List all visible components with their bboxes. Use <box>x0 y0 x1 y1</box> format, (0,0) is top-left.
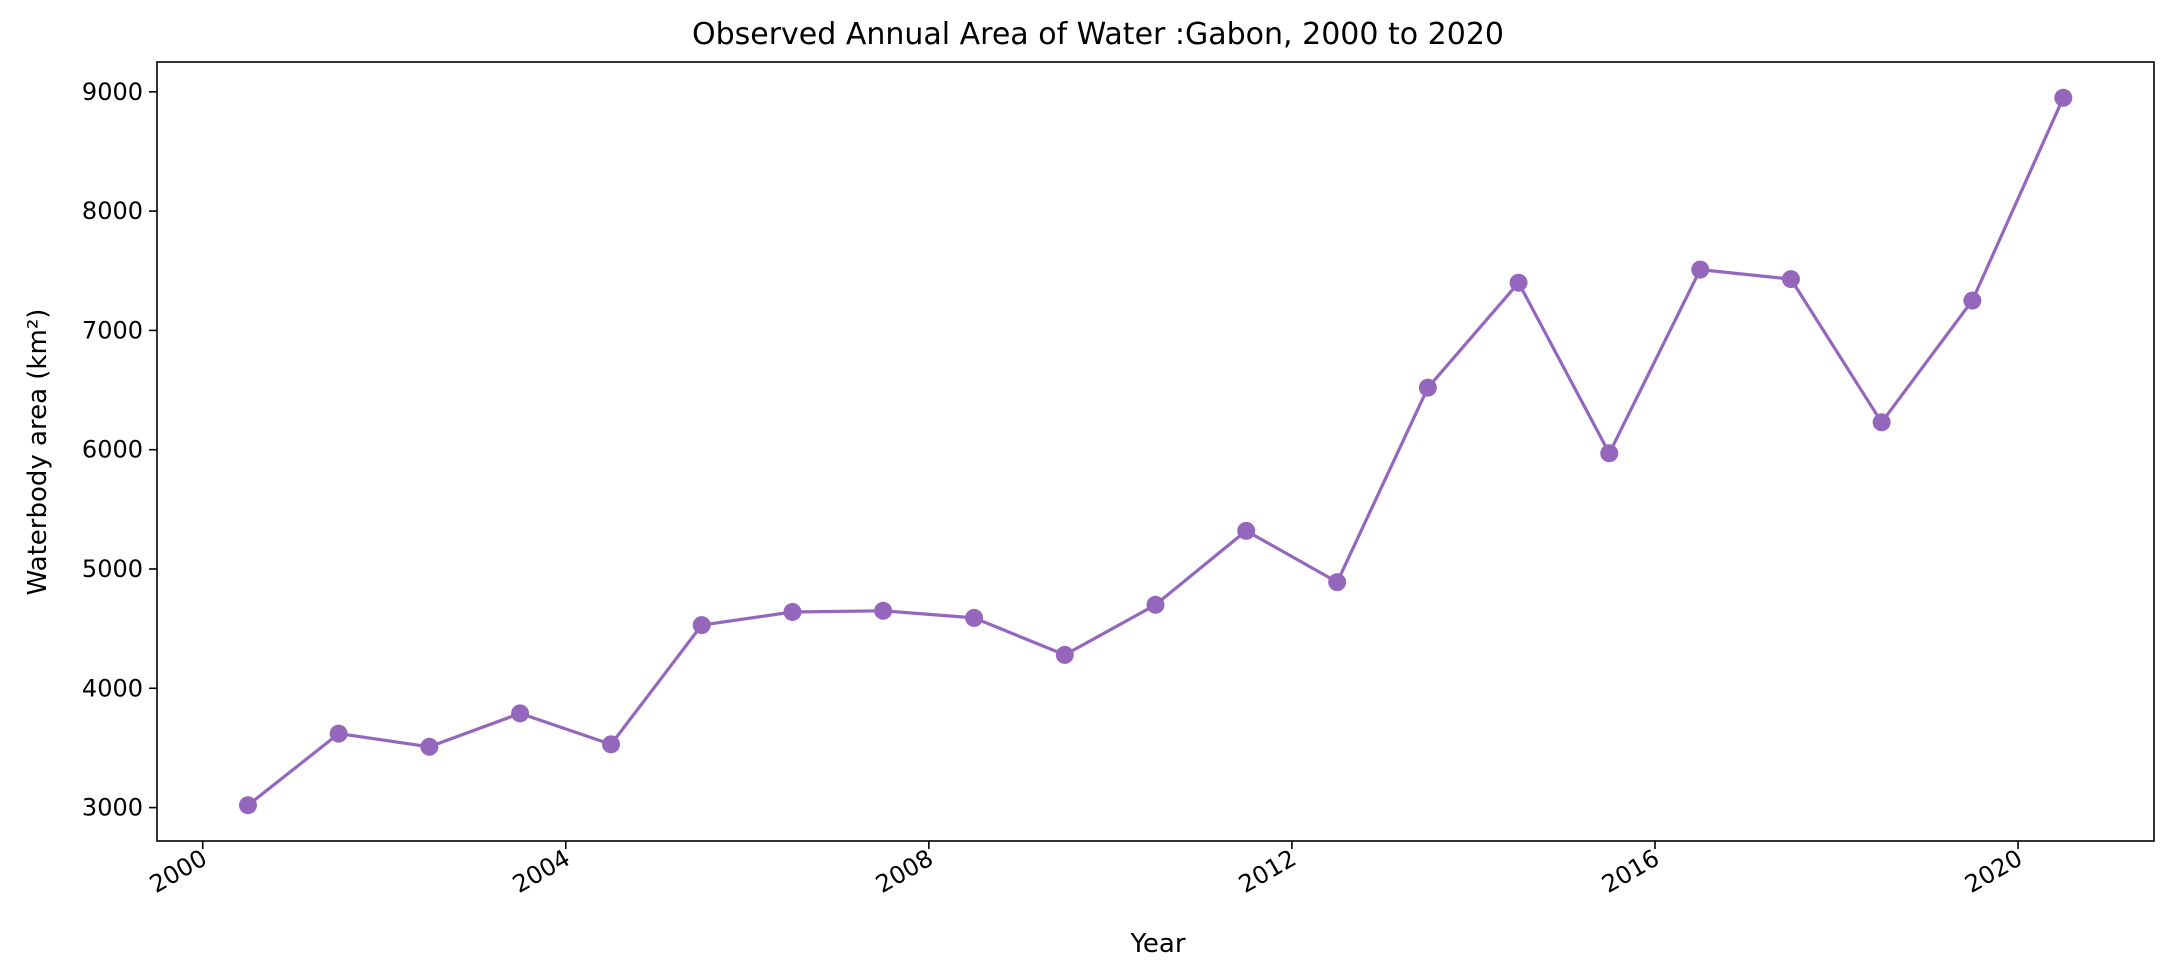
data-point <box>1146 595 1165 614</box>
data-point <box>1328 573 1347 592</box>
data-point <box>1600 444 1619 463</box>
data-point <box>1055 645 1074 664</box>
x-tick-label: 2000 <box>145 844 212 899</box>
y-tick-label: 5000 <box>82 555 143 583</box>
y-tick-label: 4000 <box>82 674 143 702</box>
series-line <box>247 97 2065 807</box>
data-point <box>602 735 621 754</box>
data-point <box>1872 413 1891 432</box>
x-tick-label: 2004 <box>508 844 575 899</box>
data-point <box>1963 291 1982 310</box>
chart-title: Observed Annual Area of Water :Gabon, 20… <box>692 17 1504 52</box>
x-tick-label: 2016 <box>1597 844 1664 899</box>
data-point <box>420 737 439 756</box>
data-point <box>1237 521 1256 540</box>
x-tick-label: 2012 <box>1234 844 1301 899</box>
data-point <box>329 724 348 743</box>
x-tick-label: 2008 <box>871 844 938 899</box>
y-tick-label: 9000 <box>82 78 143 106</box>
data-point <box>1509 273 1528 292</box>
data-point <box>783 602 802 621</box>
y-tick-label: 6000 <box>82 436 143 464</box>
x-axis-label: Year <box>1129 929 1185 959</box>
data-point <box>1418 378 1437 397</box>
data-point <box>2054 88 2073 107</box>
data-point <box>874 601 893 620</box>
data-point <box>238 796 257 815</box>
y-axis-label: Waterbody area (km²) <box>23 309 53 596</box>
plot-area: 3000 4000 5000 6000 7000 8000 9000 2000 2004 2008… <box>82 61 2155 899</box>
data-point <box>1691 260 1710 279</box>
y-tick-label: 7000 <box>82 316 143 344</box>
x-tick-label: 2020 <box>1960 844 2027 899</box>
data-point <box>965 608 984 627</box>
plot-frame <box>156 61 2155 842</box>
y-tick-label: 8000 <box>82 197 143 225</box>
data-point <box>692 616 711 635</box>
data-point <box>511 704 530 723</box>
data-point <box>1781 270 1800 289</box>
y-tick-label: 3000 <box>82 794 143 822</box>
